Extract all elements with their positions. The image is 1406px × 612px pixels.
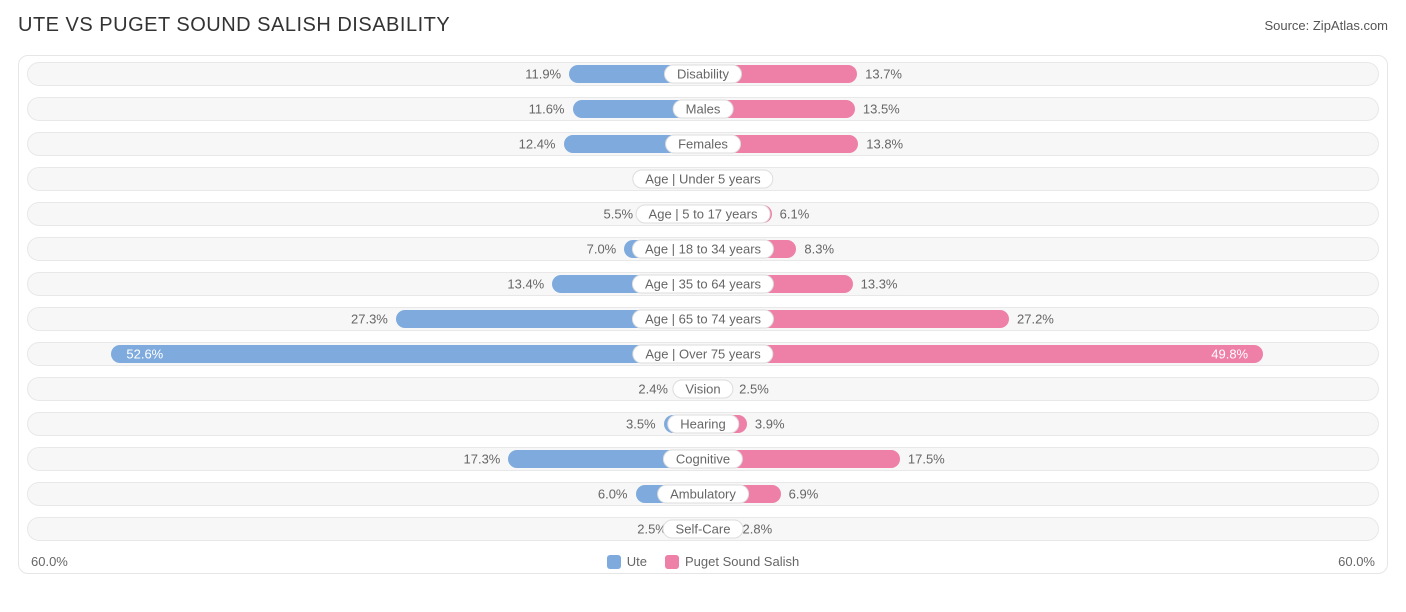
value-label-left: 5.5% [603,207,633,222]
value-label-left: 17.3% [464,452,501,467]
value-label-left: 52.6% [126,347,163,362]
chart-source: Source: ZipAtlas.com [1264,18,1388,33]
chart-row: 27.3% 27.2% Age | 65 to 74 years [27,307,1379,331]
value-label-right: 27.2% [1017,312,1054,327]
value-label-left: 6.0% [598,487,628,502]
category-label: Age | Under 5 years [632,170,773,189]
axis-max-left: 60.0% [31,554,68,569]
chart-row: 13.4% 13.3% Age | 35 to 64 years [27,272,1379,296]
value-label-left: 11.9% [525,67,561,82]
chart-row: 11.6% 13.5% Males [27,97,1379,121]
value-label-right: 13.3% [861,277,898,292]
bar-right [703,345,1263,363]
category-label: Hearing [667,415,739,434]
value-label-left: 2.4% [638,382,668,397]
category-label: Disability [664,65,742,84]
chart-row: 12.4% 13.8% Females [27,132,1379,156]
value-label-right: 13.8% [866,137,903,152]
category-label: Self-Care [663,520,744,539]
value-label-left: 12.4% [519,137,556,152]
legend-swatch [665,555,679,569]
category-label: Cognitive [663,450,743,469]
value-label-right: 6.1% [780,207,810,222]
value-label-right: 2.5% [739,382,769,397]
chart-row: 7.0% 8.3% Age | 18 to 34 years [27,237,1379,261]
value-label-left: 27.3% [351,312,388,327]
value-label-right: 49.8% [1211,347,1248,362]
value-label-right: 6.9% [789,487,819,502]
chart-row: 11.9% 13.7% Disability [27,62,1379,86]
legend: Ute Puget Sound Salish [607,554,799,569]
legend-label: Puget Sound Salish [685,554,799,569]
chart-row: 5.5% 6.1% Age | 5 to 17 years [27,202,1379,226]
category-label: Ambulatory [657,485,749,504]
legend-label: Ute [627,554,647,569]
value-label-right: 13.7% [865,67,902,82]
category-label: Age | Over 75 years [632,345,773,364]
value-label-right: 3.9% [755,417,785,432]
value-label-left: 13.4% [507,277,544,292]
chart-row: 17.3% 17.5% Cognitive [27,447,1379,471]
value-label-left: 7.0% [587,242,617,257]
chart-row: 0.86%0.97%Age | Under 5 years [27,167,1379,191]
value-label-right: 2.8% [743,522,773,537]
chart-header: UTE VS PUGET SOUND SALISH DISABILITY Sou… [18,14,1388,37]
value-label-right: 13.5% [863,102,900,117]
category-label: Males [673,100,734,119]
value-label-right: 8.3% [804,242,834,257]
chart-row: 3.5% 3.9% Hearing [27,412,1379,436]
chart-row: 52.6% 49.8% Age | Over 75 years [27,342,1379,366]
legend-item: Ute [607,554,647,569]
chart-row: 2.5%2.8%Self-Care [27,517,1379,541]
chart-row: 2.4% 2.5% Vision [27,377,1379,401]
category-label: Age | 18 to 34 years [632,240,774,259]
chart-row: 6.0% 6.9% Ambulatory [27,482,1379,506]
diverging-bar-chart: 11.9% 13.7% Disability 11.6% 13.5% Males 12.4%… [18,55,1388,574]
axis-max-right: 60.0% [1338,554,1375,569]
category-label: Females [665,135,741,154]
chart-title: UTE VS PUGET SOUND SALISH DISABILITY [18,14,450,37]
axis-row: 60.0% Ute Puget Sound Salish 60.0% [27,552,1379,569]
category-label: Age | 35 to 64 years [632,275,774,294]
category-label: Age | 5 to 17 years [636,205,771,224]
legend-swatch [607,555,621,569]
category-label: Age | 65 to 74 years [632,310,774,329]
legend-item: Puget Sound Salish [665,554,799,569]
value-label-left: 11.6% [529,102,565,117]
value-label-left: 3.5% [626,417,656,432]
category-label: Vision [672,380,733,399]
value-label-right: 17.5% [908,452,945,467]
bar-left [111,345,703,363]
